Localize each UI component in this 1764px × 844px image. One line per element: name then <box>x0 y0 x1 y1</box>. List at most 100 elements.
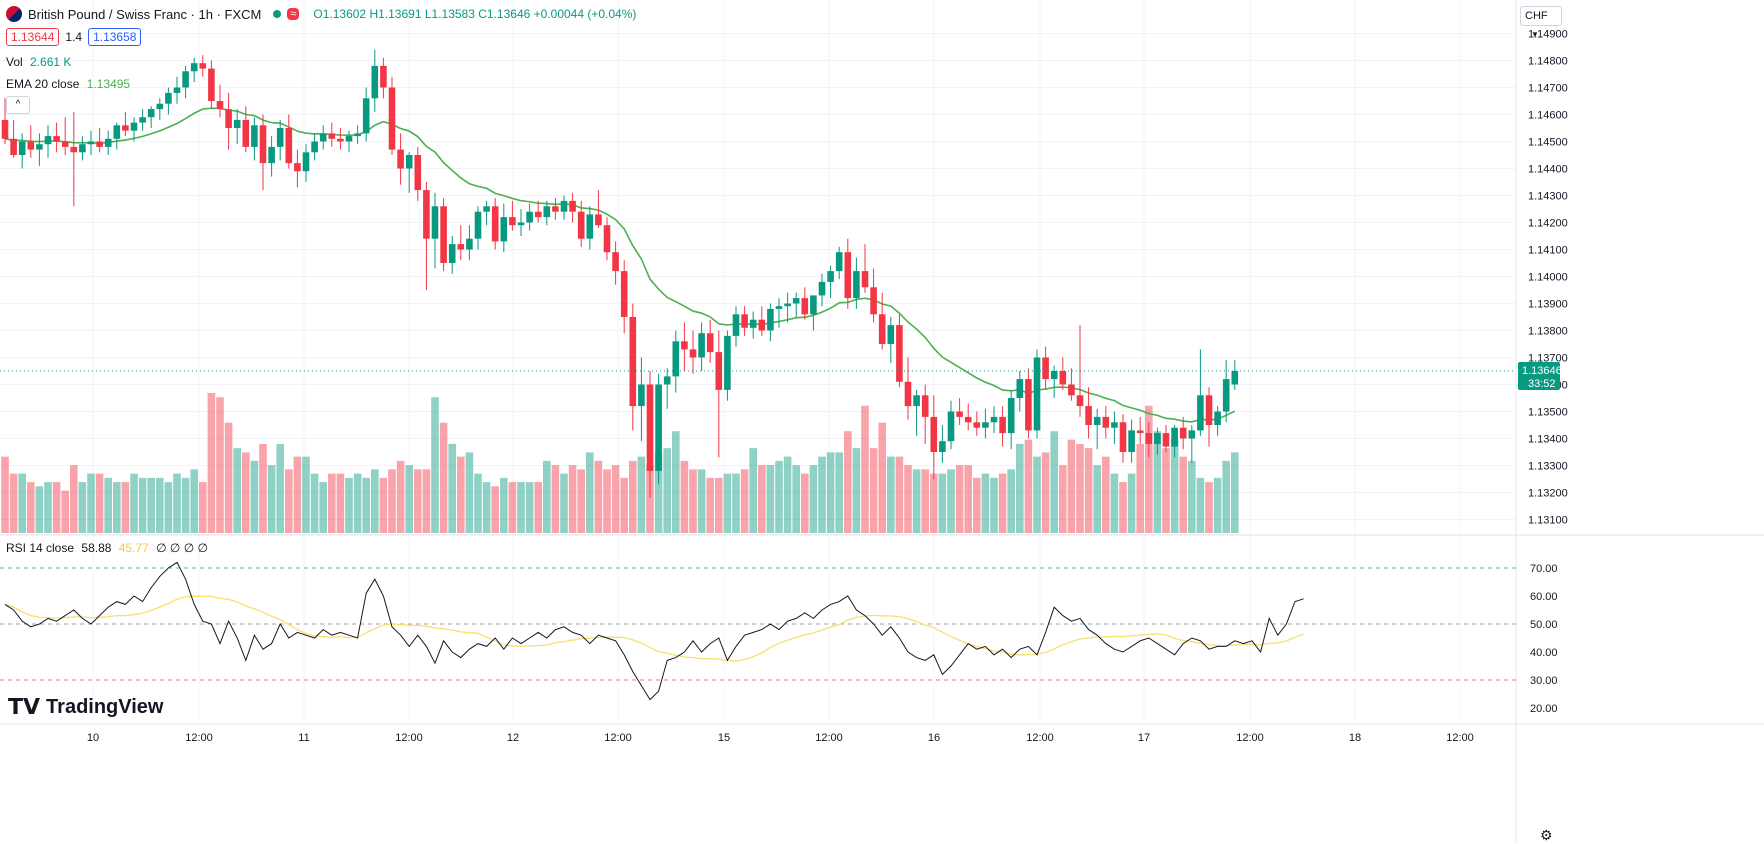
volume-bar <box>740 469 749 533</box>
candle <box>1068 368 1075 401</box>
time-tick-label: 12 <box>507 732 519 744</box>
candle <box>1222 360 1230 423</box>
candle <box>96 128 103 153</box>
candle <box>775 298 783 328</box>
collapse-legend-button[interactable]: ^ <box>6 96 30 114</box>
candle <box>1033 349 1041 439</box>
candle <box>10 119 17 158</box>
volume-legend[interactable]: Vol 2.661 K <box>6 55 71 69</box>
candle <box>1093 408 1101 450</box>
volume-bar <box>285 469 293 533</box>
candle <box>354 125 361 145</box>
volume-bar <box>1231 452 1239 533</box>
volume-bar <box>723 473 732 533</box>
ask-price[interactable]: 1.13658 <box>88 28 142 46</box>
volume-bar <box>551 465 560 533</box>
candle-body <box>53 136 60 142</box>
settings-gear-icon[interactable]: ⚙ <box>1540 827 1553 843</box>
symbol-legend[interactable]: British Pound / Swiss Franc · 1h · FXCM … <box>6 6 636 22</box>
candle <box>689 330 697 374</box>
candle-body <box>681 341 688 350</box>
rsi-legend[interactable]: RSI 14 close 58.88 45.77 ∅ ∅ ∅ ∅ <box>6 541 208 555</box>
time-tick-label: 15 <box>718 732 730 744</box>
candle-body <box>423 190 430 239</box>
volume-bar <box>302 456 310 533</box>
currency-selector[interactable]: CHF ▼ <box>1520 6 1562 39</box>
candle <box>139 109 146 131</box>
candle <box>1050 365 1058 398</box>
bid-price[interactable]: 1.13644 <box>6 28 60 46</box>
candle-body <box>913 395 920 407</box>
rsi-ma-value: 45.77 <box>118 541 149 555</box>
candle <box>466 225 473 261</box>
candle <box>474 206 482 250</box>
candle <box>801 287 809 320</box>
candle <box>268 136 275 177</box>
candle-body <box>354 133 361 137</box>
candle-body <box>853 271 860 299</box>
volume-bar <box>801 473 809 533</box>
volume-bar <box>758 465 766 533</box>
candle-body <box>36 144 43 150</box>
candle <box>405 152 413 193</box>
candle-body <box>818 281 826 296</box>
candle-body <box>302 152 310 172</box>
candle-body <box>569 200 576 212</box>
candle-body <box>285 128 293 164</box>
candle <box>999 406 1006 447</box>
ema-legend[interactable]: EMA 20 close 1.13495 <box>6 77 130 91</box>
volume-bar <box>388 469 396 533</box>
volume-bar <box>422 469 431 533</box>
candle <box>896 314 903 388</box>
candle <box>818 273 826 307</box>
volume-bar <box>130 473 138 533</box>
candle-body <box>491 206 499 242</box>
candle <box>1188 425 1196 463</box>
candle-body <box>999 416 1006 434</box>
ema-label: EMA 20 close <box>6 77 80 91</box>
candle-body <box>147 109 155 118</box>
volume-bar <box>1016 443 1024 533</box>
candle <box>18 133 26 169</box>
volume-bar <box>732 473 740 533</box>
volume-bar <box>353 473 362 533</box>
candle <box>1136 416 1144 444</box>
candle <box>440 198 447 272</box>
candle-body <box>276 128 284 147</box>
candle <box>294 149 301 188</box>
volume-bar <box>1041 452 1050 533</box>
volume-bar <box>938 473 947 533</box>
candle-body <box>1214 411 1221 425</box>
candle-body <box>663 376 671 385</box>
price-tick-label: 1.14500 <box>1528 137 1568 149</box>
candle-body <box>1050 371 1058 380</box>
time-tick-label: 12:00 <box>604 732 632 744</box>
candle <box>904 357 912 420</box>
volume-bar <box>1110 473 1119 533</box>
symbol-title: British Pound / Swiss Franc · 1h · FXCM <box>28 6 262 22</box>
candle-body <box>113 125 121 139</box>
volume-bar <box>138 477 147 533</box>
candle-body <box>638 384 645 407</box>
volume-bar <box>611 465 620 533</box>
candle-body <box>500 217 508 242</box>
candle-body <box>947 411 955 442</box>
candle <box>517 209 525 236</box>
candle-body <box>1222 379 1230 412</box>
volume-bar <box>267 465 276 533</box>
volume-bar <box>878 422 886 533</box>
candle-body <box>440 206 447 263</box>
candle <box>27 125 35 158</box>
ema-value: 1.13495 <box>86 77 131 91</box>
rsi-tick-label: 40.00 <box>1530 647 1558 659</box>
volume-bar <box>371 469 379 533</box>
candle-body <box>96 141 103 147</box>
volume-bar <box>362 477 370 533</box>
candle-body <box>414 155 422 191</box>
candle-body <box>130 122 138 131</box>
candle-body <box>448 244 456 263</box>
candle <box>784 292 791 323</box>
candle <box>156 98 164 120</box>
candle <box>302 144 310 182</box>
